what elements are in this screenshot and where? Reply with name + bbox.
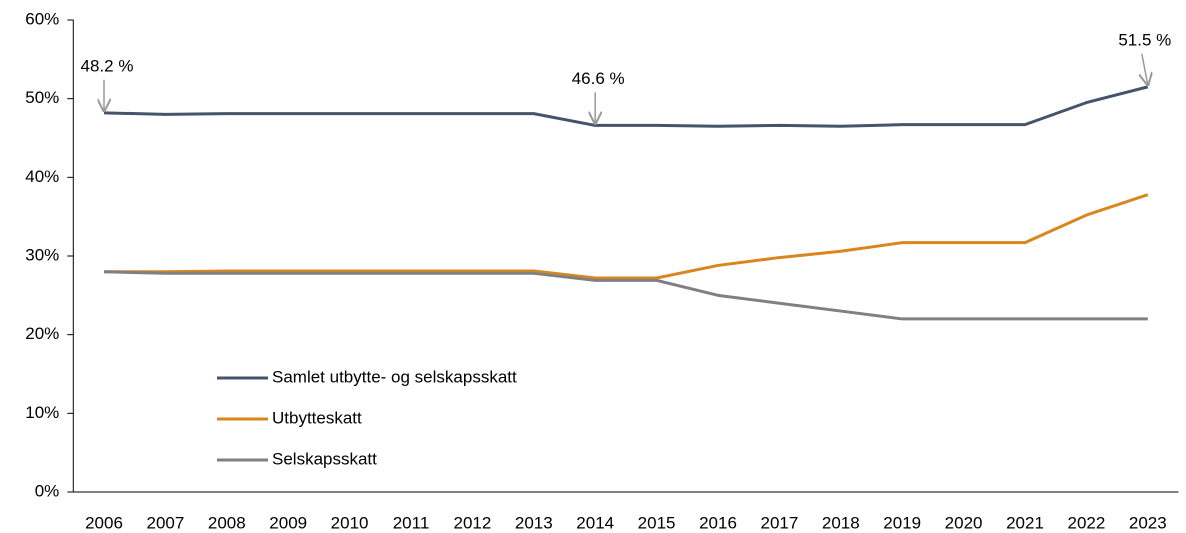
x-tick-label: 2014 — [576, 513, 614, 532]
y-tick-label: 0% — [35, 481, 60, 500]
annotation-label: 51.5 % — [1118, 30, 1171, 49]
series-line — [104, 193, 1149, 280]
annotation-label: 48.2 % — [81, 56, 134, 75]
x-tick-label: 2006 — [85, 513, 123, 532]
y-tick-label: 10% — [25, 403, 59, 422]
x-tick-label: 2020 — [945, 513, 983, 532]
y-tick-label: 30% — [25, 245, 59, 264]
y-tick-label: 20% — [25, 324, 59, 343]
y-tick-label: 50% — [25, 88, 59, 107]
legend-label: Samlet utbytte- og selskapsskatt — [272, 367, 517, 386]
x-tick-label: 2007 — [146, 513, 184, 532]
x-tick-label: 2010 — [331, 513, 369, 532]
legend-label: Selskapsskatt — [272, 449, 377, 468]
x-tick-label: 2008 — [208, 513, 246, 532]
x-tick-label: 2018 — [822, 513, 860, 532]
annotation-label: 46.6 % — [572, 69, 625, 88]
y-tick-label: 60% — [25, 9, 59, 28]
x-tick-label: 2012 — [453, 513, 491, 532]
x-tick-label: 2016 — [699, 513, 737, 532]
y-tick-label: 40% — [25, 167, 59, 186]
x-tick-label: 2015 — [638, 513, 676, 532]
x-tick-label: 2021 — [1006, 513, 1044, 532]
series-line — [103, 270, 1148, 321]
series-line — [103, 85, 1149, 128]
x-tick-label: 2022 — [1067, 513, 1105, 532]
annotation-arrow — [1142, 53, 1148, 85]
x-tick-label: 2023 — [1129, 513, 1167, 532]
x-tick-label: 2011 — [393, 513, 430, 532]
x-tick-label: 2009 — [269, 513, 307, 532]
x-tick-label: 2019 — [883, 513, 921, 532]
legend-label: Utbytteskatt — [272, 408, 362, 427]
x-tick-label: 2017 — [760, 513, 798, 532]
x-tick-label: 2013 — [515, 513, 553, 532]
